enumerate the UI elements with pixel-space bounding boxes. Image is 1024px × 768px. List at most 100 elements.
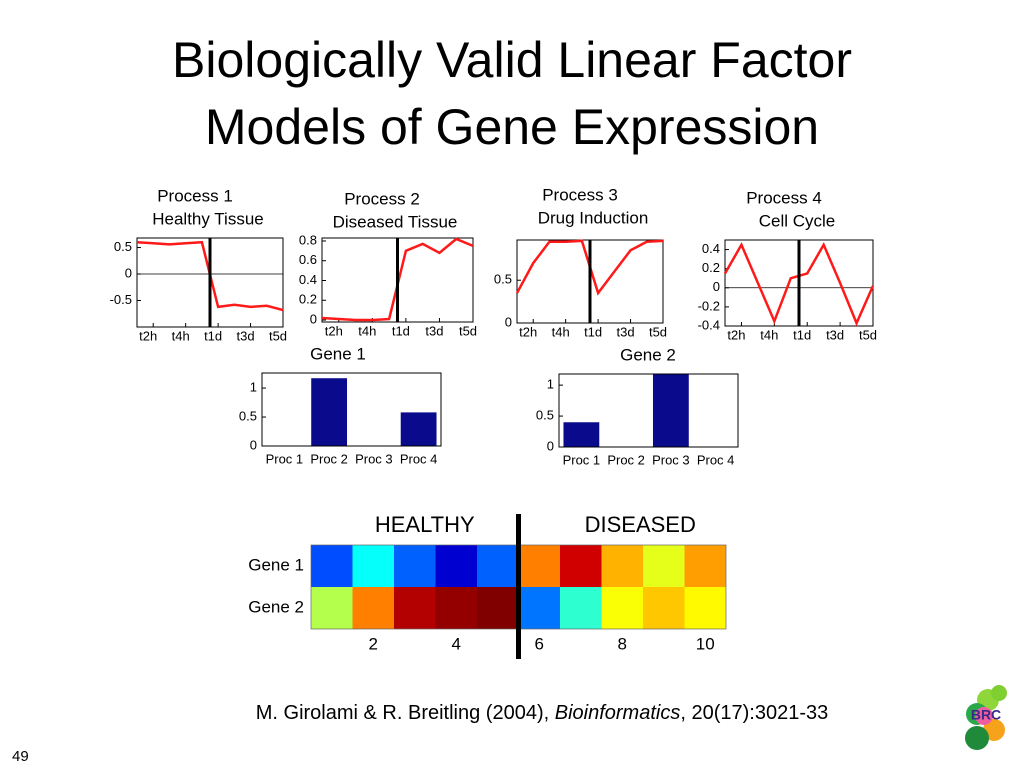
y-tick-label: 0.4 bbox=[702, 241, 720, 256]
x-tick-label: t2h bbox=[519, 324, 537, 339]
chart-title: Gene 2 bbox=[620, 345, 676, 364]
heatmap-cell bbox=[352, 587, 394, 629]
x-tick-label: t1d bbox=[204, 328, 222, 343]
citation-journal: Bioinformatics bbox=[555, 702, 681, 724]
bar bbox=[400, 412, 437, 446]
plot-frame bbox=[558, 373, 739, 448]
x-tick-label: t4h bbox=[172, 328, 190, 343]
y-tick-label: 0 bbox=[310, 311, 317, 326]
x-tick-label: 4 bbox=[452, 634, 461, 653]
heatmap-cell bbox=[643, 545, 685, 587]
x-tick-label: t1d bbox=[392, 323, 410, 338]
heatmap-cell bbox=[684, 545, 726, 587]
y-tick-label: 0 bbox=[505, 314, 512, 329]
heatmap-cell bbox=[394, 587, 436, 629]
page-number: 49 bbox=[12, 748, 29, 765]
logo: BRC bbox=[965, 685, 1007, 750]
chart-title: Process 4 bbox=[746, 188, 822, 207]
chart-title: Gene 1 bbox=[310, 344, 366, 363]
citation-details: , 20(17):3021-33 bbox=[680, 702, 828, 724]
y-tick-label: 0.5 bbox=[494, 272, 512, 287]
citation: M. Girolami & R. Breitling (2004), Bioin… bbox=[256, 702, 828, 724]
y-tick-label: 0.8 bbox=[299, 232, 317, 247]
y-tick-label: 0.5 bbox=[114, 239, 132, 254]
y-tick-label: 0.4 bbox=[299, 272, 317, 287]
x-tick-label: t3d bbox=[617, 324, 635, 339]
x-tick-label: t4h bbox=[552, 324, 570, 339]
x-tick-label: t4h bbox=[358, 323, 376, 338]
chart-title: Process 2 bbox=[344, 189, 420, 208]
y-tick-label: 0.5 bbox=[536, 408, 554, 423]
chart-subtitle: Healthy Tissue bbox=[152, 209, 264, 228]
logo-dot bbox=[965, 726, 989, 750]
y-tick-label: 0.6 bbox=[299, 252, 317, 267]
heatmap-cell bbox=[560, 587, 602, 629]
x-tick-label: t3d bbox=[237, 328, 255, 343]
y-tick-label: 0 bbox=[547, 438, 554, 453]
row-label: Gene 1 bbox=[248, 555, 304, 574]
slide-title: Biologically Valid Linear Factor bbox=[172, 32, 852, 88]
heatmap-cell bbox=[518, 587, 560, 629]
y-tick-label: 0 bbox=[250, 437, 257, 452]
logo-text: BRC bbox=[971, 707, 1001, 723]
heatmap-cell bbox=[601, 587, 643, 629]
y-tick-label: 0.5 bbox=[239, 408, 257, 423]
x-tick-label: t5d bbox=[859, 327, 877, 342]
heatmap-cell bbox=[643, 587, 685, 629]
y-tick-label: 0 bbox=[125, 265, 132, 280]
x-tick-label: Proc 1 bbox=[266, 451, 304, 466]
heatmap-cell bbox=[394, 545, 436, 587]
x-tick-label: t3d bbox=[826, 327, 844, 342]
x-tick-label: t4h bbox=[760, 327, 778, 342]
row-label: Gene 2 bbox=[248, 597, 304, 616]
y-tick-label: 1 bbox=[250, 380, 257, 395]
heatmap-cell bbox=[477, 545, 519, 587]
heatmap-cell bbox=[560, 545, 602, 587]
x-tick-label: Proc 3 bbox=[652, 452, 690, 467]
bar bbox=[311, 378, 348, 446]
x-tick-label: Proc 4 bbox=[400, 451, 438, 466]
x-tick-label: Proc 2 bbox=[310, 451, 348, 466]
bar bbox=[652, 374, 689, 447]
chart-title: Process 3 bbox=[542, 185, 618, 204]
plot-frame bbox=[261, 372, 442, 447]
x-tick-label: 8 bbox=[618, 634, 627, 653]
heatmap-cell bbox=[477, 587, 519, 629]
heatmap-cell bbox=[311, 587, 353, 629]
x-tick-label: t3d bbox=[425, 323, 443, 338]
logo-dot bbox=[991, 685, 1007, 701]
y-tick-label: 1 bbox=[547, 377, 554, 392]
y-tick-label: -0.4 bbox=[698, 317, 720, 332]
y-tick-label: -0.2 bbox=[698, 298, 720, 313]
chart-subtitle: Cell Cycle bbox=[759, 211, 836, 230]
y-tick-label: -0.5 bbox=[110, 292, 132, 307]
x-tick-label: Proc 4 bbox=[697, 452, 735, 467]
x-tick-label: t2h bbox=[325, 323, 343, 338]
slide-title: Models of Gene Expression bbox=[205, 99, 819, 155]
x-tick-label: t5d bbox=[459, 323, 477, 338]
x-tick-label: t1d bbox=[584, 324, 602, 339]
heatmap-cell bbox=[352, 545, 394, 587]
x-tick-label: t2h bbox=[139, 328, 157, 343]
y-tick-label: 0.2 bbox=[299, 292, 317, 307]
group-label: DISEASED bbox=[585, 512, 696, 537]
heatmap-cell bbox=[435, 587, 477, 629]
chart-title: Process 1 bbox=[157, 186, 233, 205]
heatmap-cell bbox=[518, 545, 560, 587]
x-tick-label: t5d bbox=[649, 324, 667, 339]
x-tick-label: Proc 3 bbox=[355, 451, 393, 466]
x-tick-label: t1d bbox=[793, 327, 811, 342]
citation-authors: M. Girolami & R. Breitling (2004), bbox=[256, 702, 555, 724]
heatmap-cell bbox=[601, 545, 643, 587]
heatmap-cell bbox=[435, 545, 477, 587]
chart-subtitle: Drug Induction bbox=[538, 208, 649, 227]
chart-subtitle: Diseased Tissue bbox=[333, 212, 458, 231]
logo-dot bbox=[975, 707, 993, 725]
bar bbox=[563, 422, 600, 447]
heatmap-cell bbox=[684, 587, 726, 629]
x-tick-label: t2h bbox=[727, 327, 745, 342]
group-label: HEALTHY bbox=[375, 512, 475, 537]
x-tick-label: 10 bbox=[696, 634, 715, 653]
x-tick-label: t5d bbox=[269, 328, 287, 343]
